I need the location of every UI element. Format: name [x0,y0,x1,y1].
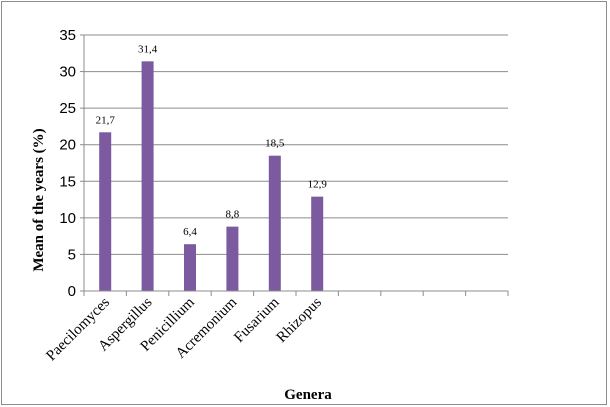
bar-penicillium [184,244,196,291]
data-label: 8,8 [226,209,240,221]
x-tick-label: Rhizopus [274,294,325,345]
bar-fusarium [268,155,281,291]
y-tick-label: 35 [59,27,76,44]
y-tick-labels: 0 5 10 15 20 25 30 35 [59,27,76,300]
bar-paecilomyces [99,132,112,291]
y-tick-label: 10 [59,210,76,227]
data-label: 31,4 [138,43,158,55]
data-label: 12,9 [308,179,328,191]
x-tick-label: Fusarium [231,294,283,346]
y-tick-label: 25 [59,100,76,117]
y-tick-label: 20 [59,137,76,154]
bars [99,61,324,292]
y-tick-label: 0 [68,283,76,300]
axes [80,34,509,296]
data-label: 6,4 [183,226,197,238]
y-tick-label: 30 [59,64,76,81]
bar-rhizopus [311,196,324,291]
data-label: 21,7 [96,114,116,126]
bar-acremonium [226,226,239,291]
data-labels: 21,7 31,4 6,4 8,8 18,5 12,9 [96,43,328,238]
data-label: 18,5 [265,138,285,150]
x-axis-title: Genera [284,387,332,403]
x-tick-labels: PaecilomycesAspergillusPenicilliumAcremo… [43,294,325,364]
gridlines [84,34,508,255]
x-tick-label: Paecilomyces [43,294,113,364]
y-axis-title: Mean of the years (%) [31,128,47,271]
y-tick-label: 15 [59,173,76,190]
bar-aspergillus [141,61,154,292]
y-tick-label: 5 [68,246,76,263]
